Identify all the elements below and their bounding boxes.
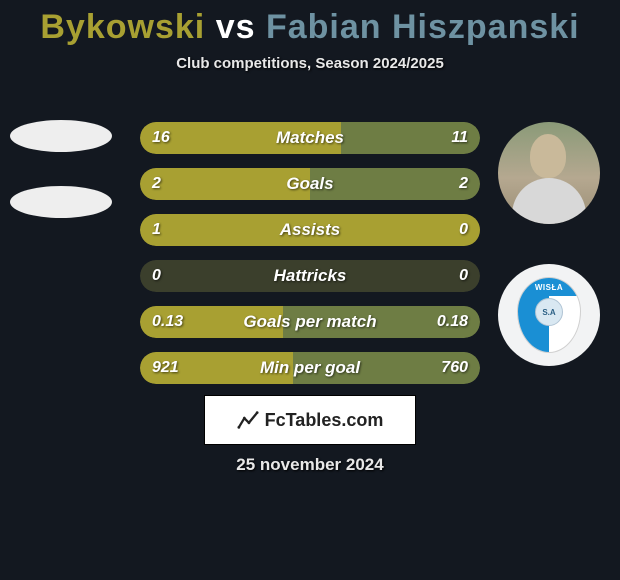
chart-icon bbox=[237, 409, 259, 431]
right-avatars: WISŁA S.A bbox=[498, 122, 600, 366]
player1-avatar-placeholder bbox=[10, 120, 112, 152]
player2-avatar bbox=[498, 122, 600, 224]
stat-label: Goals per match bbox=[140, 306, 480, 338]
player2-club-badge: WISŁA S.A bbox=[498, 264, 600, 366]
stat-label: Assists bbox=[140, 214, 480, 246]
stat-label: Matches bbox=[140, 122, 480, 154]
brand-box: FcTables.com bbox=[204, 395, 416, 445]
stat-row: 1611Matches bbox=[140, 122, 480, 154]
vs-text: vs bbox=[216, 8, 256, 46]
comparison-title: Bykowski vs Fabian Hiszpanski bbox=[0, 0, 620, 47]
stat-row: 22Goals bbox=[140, 168, 480, 200]
player2-name: Fabian Hiszpanski bbox=[266, 8, 580, 46]
brand-text: FcTables.com bbox=[265, 410, 384, 431]
left-avatars bbox=[10, 120, 112, 218]
player1-name: Bykowski bbox=[40, 8, 205, 46]
stat-row: 10Assists bbox=[140, 214, 480, 246]
club-badge-ball: S.A bbox=[535, 298, 563, 326]
stat-row: 0.130.18Goals per match bbox=[140, 306, 480, 338]
stat-label: Hattricks bbox=[140, 260, 480, 292]
stat-label: Goals bbox=[140, 168, 480, 200]
subtitle: Club competitions, Season 2024/2025 bbox=[0, 55, 620, 72]
stat-row: 00Hattricks bbox=[140, 260, 480, 292]
date-text: 25 november 2024 bbox=[0, 455, 620, 475]
comparison-bars: 1611Matches 22Goals 10Assists 00Hattricks 0.… bbox=[140, 122, 480, 384]
player1-club-placeholder bbox=[10, 186, 112, 218]
stat-row: 921760Min per goal bbox=[140, 352, 480, 384]
club-badge-shield: WISŁA S.A bbox=[517, 277, 581, 353]
club-badge-name: WISŁA bbox=[518, 278, 580, 296]
stat-label: Min per goal bbox=[140, 352, 480, 384]
